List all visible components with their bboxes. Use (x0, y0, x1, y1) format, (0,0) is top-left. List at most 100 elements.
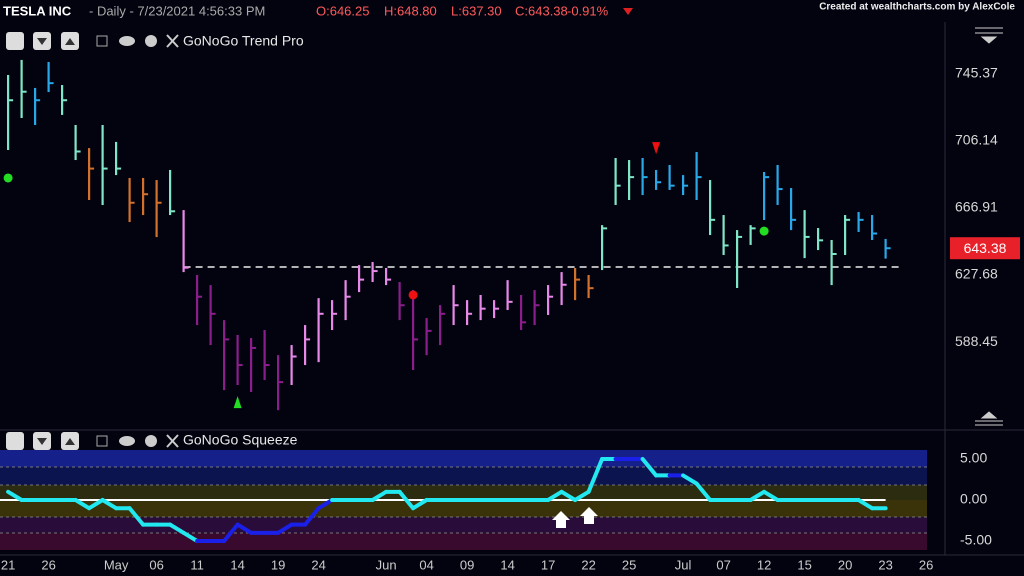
button[interactable] (6, 32, 24, 50)
x-tick-label: 09 (460, 557, 474, 572)
header-close: C:643.38 (515, 3, 568, 18)
squeeze-segment (681, 473, 699, 486)
panel-controls[interactable] (6, 432, 179, 450)
squeeze-bands (0, 450, 927, 550)
x-tick-label: 22 (581, 557, 595, 572)
x-tick-label: 25 (622, 557, 636, 572)
squeeze-segment (73, 498, 92, 511)
panel-controls[interactable] (6, 32, 179, 50)
header-open: O:646.25 (316, 3, 370, 18)
indicator-name: GoNoGo Trend Pro (183, 33, 304, 49)
signal-down (652, 142, 661, 155)
x-tick-label: Jul (675, 557, 692, 572)
gear-icon[interactable] (145, 35, 157, 47)
icon (37, 38, 47, 45)
x-tick-label: 04 (419, 557, 433, 572)
last-price-box (950, 237, 1020, 260)
squeeze-segment (694, 481, 713, 503)
signal-dot (408, 290, 418, 300)
squeeze-segment (762, 489, 780, 503)
y-tick-label: 588.45 (955, 333, 998, 349)
x-tick-label: 15 (797, 557, 811, 572)
squeeze-segment (276, 522, 294, 535)
icon (37, 438, 47, 445)
squeeze-segment (856, 498, 875, 511)
x-tick-label: 26 (41, 557, 55, 572)
x-tick-label: 07 (716, 557, 730, 572)
band (0, 450, 927, 467)
x-tick-label: May (104, 557, 129, 572)
squeeze-segment (586, 457, 605, 494)
band (0, 467, 927, 485)
x-tick-label: 20 (838, 557, 852, 572)
squeeze-arrows (552, 507, 598, 528)
indicator-name: GoNoGo Squeeze (183, 432, 298, 448)
squeeze-segment (397, 489, 416, 511)
x-tick-label: 26 (919, 557, 933, 572)
squeeze-segment (303, 506, 321, 527)
x-tick-label: 21 (1, 557, 15, 572)
x-tick-label: 14 (230, 557, 244, 572)
header-info: - Daily - 7/23/2021 4:56:33 PM (89, 3, 265, 18)
close-icon[interactable] (166, 34, 179, 48)
last-price-label: 643.38 (964, 240, 1007, 256)
squeeze-segment (370, 489, 389, 503)
squeeze-segment (235, 522, 254, 535)
button[interactable] (6, 432, 24, 450)
squeeze-segment (127, 506, 146, 527)
signal-dot (3, 173, 13, 183)
y-tick-label: 666.91 (955, 199, 998, 215)
button[interactable] (96, 35, 108, 47)
credit: Created at wealthcharts.com by AlexCole (819, 2, 1015, 13)
squeeze-segment (181, 530, 200, 544)
squeeze-segment (573, 489, 591, 503)
squeeze-segment (100, 498, 119, 511)
menu-icon[interactable] (975, 27, 1003, 44)
x-tick-label: 24 (311, 557, 325, 572)
button[interactable] (96, 435, 108, 447)
x-tick-label: 11 (190, 557, 204, 572)
header-high: H:648.80 (384, 3, 437, 18)
icon (65, 438, 75, 445)
y-tick-label: 706.14 (955, 132, 998, 148)
gear-icon[interactable] (145, 435, 157, 447)
y-tick-label: 627.68 (955, 266, 998, 282)
band (0, 500, 927, 517)
squeeze-segment (6, 489, 24, 503)
band (0, 533, 927, 550)
y-tick-label: 745.37 (955, 65, 998, 81)
squeeze-segment (316, 498, 335, 511)
band-line (0, 466, 927, 534)
symbol: TESLA INC (3, 3, 72, 18)
x-tick-label: 23 (878, 557, 892, 572)
x-tick-label: 19 (271, 557, 285, 572)
eye-icon[interactable] (119, 436, 135, 446)
squeeze-segment (411, 498, 429, 511)
y-tick-label: 0.00 (960, 491, 987, 507)
x-tick-label: 06 (149, 557, 163, 572)
header-low: L:637.30 (451, 3, 502, 18)
down-icon (623, 8, 633, 15)
menu-icon[interactable] (975, 411, 1003, 426)
signal-up (233, 396, 242, 409)
x-tick-label: 14 (500, 557, 514, 572)
squeeze-segment (748, 489, 767, 503)
y-tick-label: -5.00 (960, 532, 992, 548)
y-tick-label: 5.00 (960, 450, 987, 466)
close-icon[interactable] (166, 434, 179, 448)
eye-icon[interactable] (119, 36, 135, 46)
x-tick-label: Jun (376, 557, 397, 572)
header-change: -0.91% (567, 3, 609, 18)
x-tick-label: 17 (541, 557, 555, 572)
signal-dot (759, 226, 769, 236)
squeeze-segment (640, 457, 659, 478)
squeeze-segment (546, 489, 564, 503)
x-tick-label: 12 (757, 557, 771, 572)
icon (65, 38, 75, 45)
squeeze-segment (222, 522, 240, 544)
squeeze-segment (168, 522, 186, 535)
band (0, 485, 927, 500)
squeeze-segment (87, 498, 105, 511)
